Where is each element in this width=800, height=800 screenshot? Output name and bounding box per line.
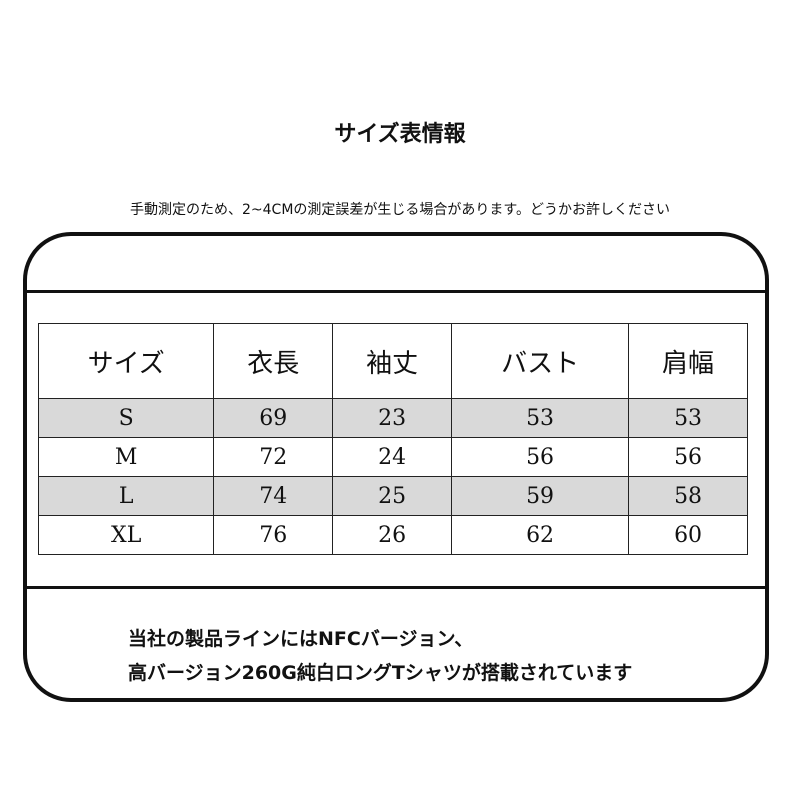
header-cell: 衣長 (213, 323, 334, 399)
cell: 26 (332, 515, 453, 555)
header-cell: 袖丈 (332, 323, 453, 399)
divider-top (27, 290, 765, 293)
cell: L (37, 476, 215, 516)
header-cell: サイズ (37, 323, 215, 399)
size-table: サイズ 衣長 袖丈 バスト 肩幅 S 69 23 53 53 M 72 24 5… (37, 323, 748, 555)
cell: 56 (628, 437, 748, 477)
cell: 72 (213, 437, 334, 477)
cell: 62 (451, 515, 630, 555)
cell: 60 (628, 515, 748, 555)
cell: 24 (332, 437, 453, 477)
cell: 58 (628, 476, 748, 516)
page-title: サイズ表情報 (334, 122, 466, 147)
cell: 56 (451, 437, 630, 477)
cell: M (37, 437, 215, 477)
cell: 53 (628, 398, 748, 438)
product-note-line: 高バージョン260G純白ロングTシャツが搭載されています (128, 662, 633, 684)
cell: 59 (451, 476, 630, 516)
table-row: M 72 24 56 56 (37, 437, 748, 477)
cell: 69 (213, 398, 334, 438)
header-cell: バスト (451, 323, 630, 399)
table-header-row: サイズ 衣長 袖丈 バスト 肩幅 (37, 323, 748, 399)
cell: 25 (332, 476, 453, 516)
cell: S (37, 398, 215, 438)
divider-bottom (27, 586, 765, 589)
table-row: XL 76 26 62 60 (37, 515, 748, 555)
header-cell: 肩幅 (628, 323, 748, 399)
product-note-line: 当社の製品ラインにはNFCバージョン、 (128, 628, 474, 650)
table-row: S 69 23 53 53 (37, 398, 748, 438)
cell: XL (37, 515, 215, 555)
cell: 53 (451, 398, 630, 438)
size-chart-frame (23, 232, 769, 702)
cell: 23 (332, 398, 453, 438)
table-row: L 74 25 59 58 (37, 476, 748, 516)
product-note: 当社の製品ラインにはNFCバージョン、 高バージョン260G純白ロングTシャツが… (128, 622, 632, 690)
cell: 74 (213, 476, 334, 516)
measurement-note: 手動測定のため、2~4CMの測定誤差が生じる場合があります。どうかお許しください (130, 202, 670, 218)
cell: 76 (213, 515, 334, 555)
